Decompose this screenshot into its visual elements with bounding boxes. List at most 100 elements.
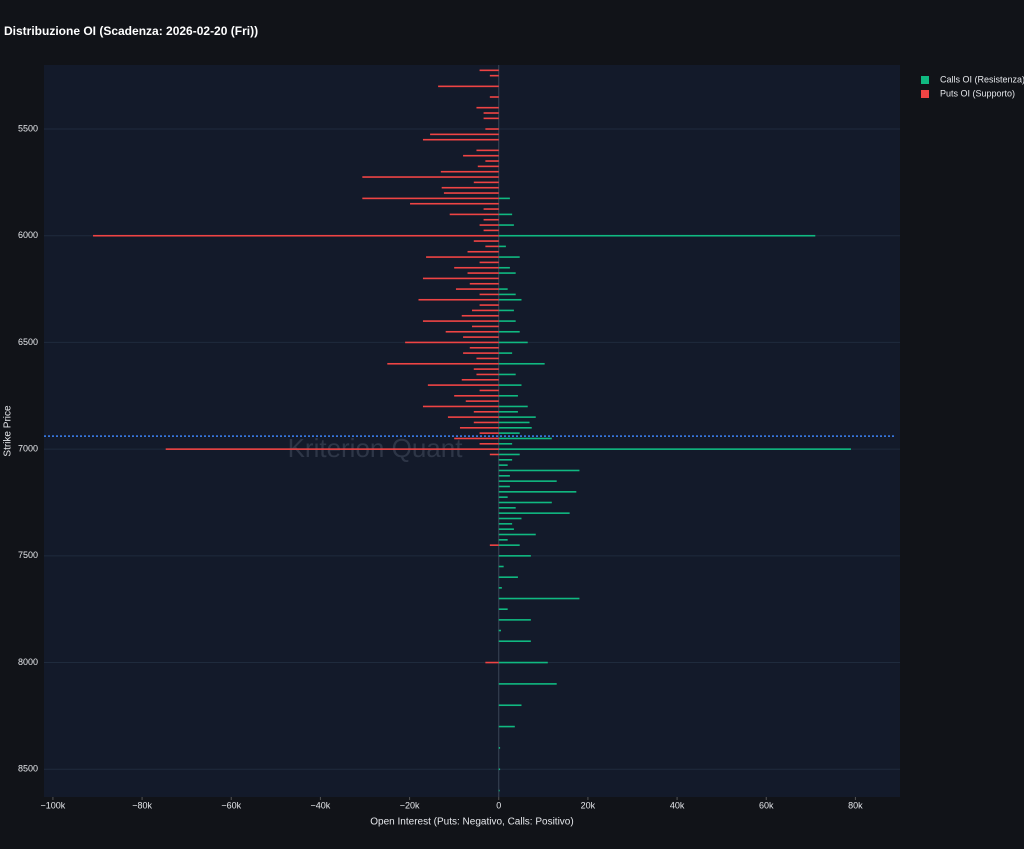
bar xyxy=(489,544,499,546)
bar xyxy=(463,336,499,338)
bar xyxy=(498,453,520,456)
y-tick-label: 7000 xyxy=(18,444,38,454)
bar xyxy=(463,154,499,157)
bar xyxy=(479,443,499,445)
bar xyxy=(469,346,499,349)
bar xyxy=(498,480,557,482)
bar xyxy=(455,288,499,290)
bar xyxy=(473,410,499,413)
y-tick-label: 8000 xyxy=(18,657,38,667)
bar xyxy=(498,533,536,536)
bar xyxy=(387,362,499,365)
bar xyxy=(498,517,522,520)
bar xyxy=(441,186,499,189)
bar xyxy=(422,320,499,322)
bar xyxy=(489,96,499,98)
bar xyxy=(476,373,499,376)
bar xyxy=(469,282,499,285)
legend-label: Puts OI (Supporto) xyxy=(940,88,1015,98)
bar xyxy=(467,250,499,253)
bar xyxy=(498,432,520,434)
bar xyxy=(498,528,514,530)
bar xyxy=(498,597,580,600)
bar xyxy=(362,176,499,178)
bar xyxy=(418,298,499,301)
bar xyxy=(498,789,500,792)
bar xyxy=(443,192,499,194)
bar xyxy=(498,416,536,418)
bar xyxy=(498,443,513,445)
bar xyxy=(498,464,508,466)
bar xyxy=(498,437,552,440)
bar xyxy=(479,293,499,296)
bar xyxy=(498,512,570,514)
bar xyxy=(498,256,520,258)
bar xyxy=(483,208,499,210)
bar xyxy=(498,469,580,472)
bar xyxy=(498,224,514,226)
bar xyxy=(467,272,499,274)
bar xyxy=(422,277,499,280)
watermark: Kriterion Quant xyxy=(288,433,464,463)
bar xyxy=(498,619,531,621)
y-tick-label: 6000 xyxy=(18,230,38,240)
x-tick-label: 20k xyxy=(581,800,596,810)
bar xyxy=(483,117,499,120)
bar xyxy=(473,368,499,370)
bar xyxy=(483,112,499,114)
bar xyxy=(498,640,531,643)
bar xyxy=(459,426,499,429)
bar xyxy=(465,400,499,402)
bar xyxy=(498,362,545,365)
bar xyxy=(362,197,499,200)
bar xyxy=(498,704,522,707)
bar xyxy=(430,133,499,136)
y-tick-label: 6500 xyxy=(18,337,38,347)
bar xyxy=(410,202,499,205)
bar xyxy=(479,69,499,72)
bar xyxy=(498,384,522,386)
bar xyxy=(498,245,506,248)
bar xyxy=(449,213,499,216)
bar xyxy=(498,501,552,504)
bar xyxy=(498,426,532,429)
bar xyxy=(479,261,499,264)
bar xyxy=(485,160,499,162)
bar xyxy=(498,352,513,354)
bar xyxy=(472,325,499,328)
bar xyxy=(479,432,499,434)
bar xyxy=(483,218,499,221)
bar xyxy=(477,165,499,168)
bar xyxy=(479,224,499,226)
bar xyxy=(498,587,502,589)
legend-label: Calls OI (Resistenza) xyxy=(940,74,1024,84)
bar xyxy=(427,384,499,386)
x-tick-label: −60k xyxy=(221,800,241,810)
bar xyxy=(498,544,520,546)
x-axis-title: Open Interest (Puts: Negativo, Calls: Po… xyxy=(370,817,573,828)
bar xyxy=(165,448,499,450)
bar xyxy=(93,234,499,237)
bar xyxy=(498,213,513,216)
y-tick-label: 7500 xyxy=(18,550,38,560)
x-tick-label: −40k xyxy=(311,800,331,810)
bar xyxy=(498,197,510,200)
bar xyxy=(498,565,504,568)
bar xyxy=(498,768,501,771)
bar xyxy=(461,314,499,317)
bar xyxy=(473,421,499,424)
bar xyxy=(438,85,499,88)
bar xyxy=(485,661,499,664)
bar xyxy=(422,138,499,141)
legend-swatch xyxy=(921,90,929,98)
bar xyxy=(498,539,508,541)
bar xyxy=(498,576,518,578)
bar xyxy=(498,459,513,461)
x-tick-label: 40k xyxy=(670,800,685,810)
bar xyxy=(440,170,499,173)
bar xyxy=(483,229,499,232)
bar xyxy=(479,389,499,392)
bar xyxy=(422,405,499,408)
y-tick-label: 8500 xyxy=(18,764,38,774)
